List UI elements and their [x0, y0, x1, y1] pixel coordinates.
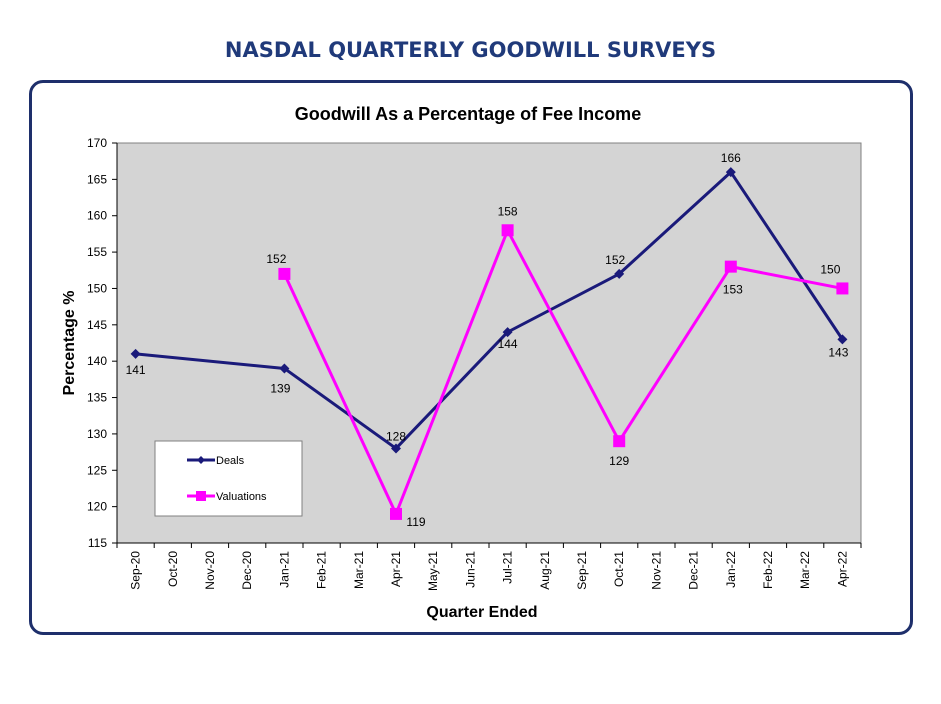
x-tick-label: Jan-21 [277, 551, 291, 588]
x-tick-label: Feb-22 [761, 551, 775, 589]
valuations-data-label: 153 [723, 283, 743, 297]
x-tick-label: Mar-21 [352, 551, 366, 589]
deals-data-label: 144 [498, 337, 518, 351]
x-tick-label: Feb-21 [315, 551, 329, 589]
x-tick-label: Oct-21 [612, 551, 626, 587]
x-tick-label: Jun-21 [463, 551, 477, 588]
x-tick-label: Dec-21 [687, 551, 701, 590]
deals-marker [725, 167, 736, 178]
y-tick-label: 170 [87, 136, 107, 150]
valuations-data-label: 158 [498, 204, 518, 218]
valuations-marker [613, 435, 626, 448]
y-tick-label: 140 [87, 354, 107, 368]
legend-valuations-swatch-marker [196, 491, 206, 501]
deals-data-label: 139 [270, 381, 290, 395]
valuations-line [283, 228, 843, 516]
y-axis-title: Percentage % [61, 291, 78, 396]
x-tick-label: May-21 [426, 551, 440, 591]
valuations-data-label: 129 [609, 454, 629, 468]
y-tick-label: 165 [87, 172, 107, 186]
valuations-marker [836, 282, 849, 295]
legend-deals-swatch-marker [197, 456, 205, 464]
valuations-marker [278, 267, 291, 280]
valuations-data-label: 152 [266, 252, 286, 266]
y-tick-label: 115 [88, 536, 107, 550]
x-tick-label: Nov-20 [203, 551, 217, 590]
deals-marker [837, 334, 848, 345]
valuations-marker [724, 260, 737, 273]
valuations-marker [501, 224, 514, 237]
valuations-marker [390, 507, 402, 520]
x-tick-label: Apr-22 [835, 551, 849, 587]
y-tick-label: 150 [87, 281, 107, 295]
legend-box [154, 440, 303, 517]
y-tick-label: 135 [87, 391, 107, 405]
x-tick-label: Nov-21 [649, 551, 663, 590]
x-tick-label: Sep-21 [575, 551, 589, 590]
page-title: NASDAL QUARTERLY GOODWILL SURVEYS [224, 38, 717, 62]
deals-data-label: 141 [126, 363, 146, 377]
x-tick-label: Dec-20 [240, 551, 254, 590]
y-tick-label: 125 [87, 463, 107, 477]
x-tick-label: Jul-21 [501, 551, 515, 584]
legend-valuations-label: Valuations [216, 491, 267, 503]
chart-title: Goodwill As a Percentage of Fee Income [295, 104, 641, 124]
deals-data-label: 166 [721, 151, 741, 165]
deals-marker [279, 363, 290, 374]
deals-marker [130, 348, 141, 359]
y-tick-label: 120 [87, 500, 107, 514]
deals-data-label: 128 [386, 429, 406, 443]
legend-deals-label: Deals [216, 455, 245, 467]
x-tick-label: Apr-21 [389, 551, 403, 587]
y-tick-label: 145 [87, 318, 107, 332]
deals-marker [614, 268, 625, 279]
valuations-data-label: 119 [406, 515, 425, 529]
deals-marker [502, 327, 513, 338]
y-tick-label: 130 [87, 427, 107, 441]
x-tick-label: Mar-22 [798, 551, 812, 589]
x-tick-label: Sep-20 [129, 551, 143, 590]
x-tick-label: Aug-21 [538, 551, 552, 590]
x-tick-label: Oct-20 [166, 551, 180, 587]
x-tick-label: Jan-22 [724, 551, 738, 588]
deals-data-label: 152 [605, 253, 625, 267]
deals-marker [391, 443, 401, 454]
y-tick-label: 155 [87, 245, 107, 259]
valuations-data-label: 150 [820, 262, 840, 276]
y-tick-label: 160 [87, 209, 107, 223]
x-axis-title: Quarter Ended [426, 604, 537, 621]
deals-data-label: 143 [828, 345, 848, 359]
